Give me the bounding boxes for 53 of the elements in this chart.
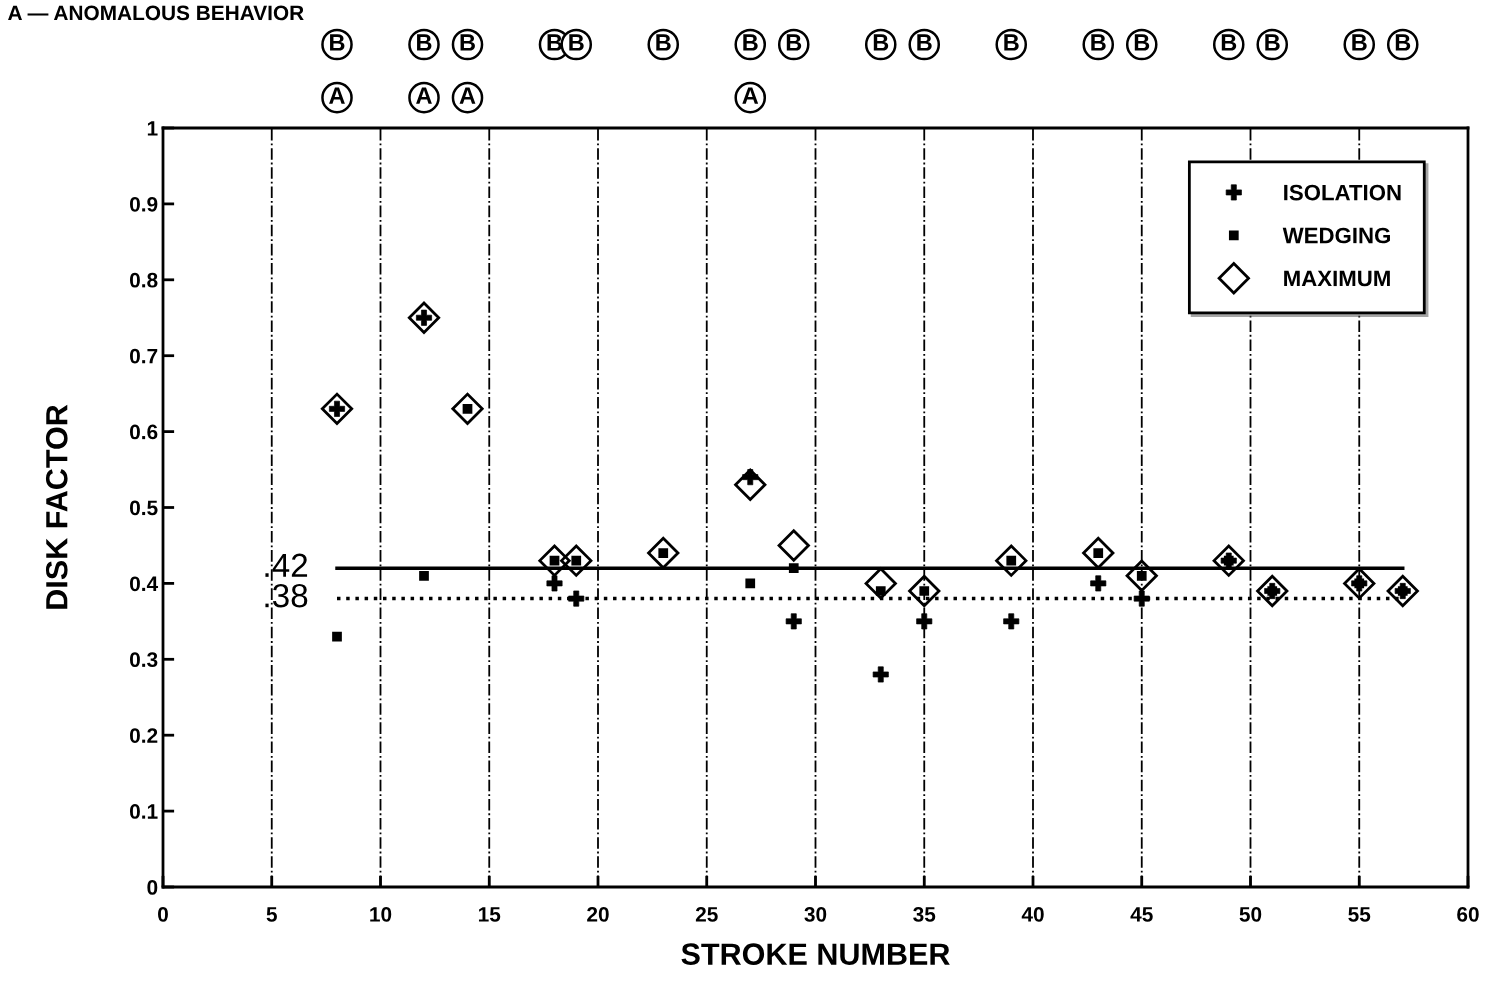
- text: B: [417, 34, 432, 51]
- text: B: [656, 34, 671, 51]
- text: B: [569, 34, 584, 51]
- text: B: [917, 34, 932, 51]
- text: B: [1221, 34, 1237, 51]
- y-tick-label: 1: [147, 121, 158, 136]
- y-tick-label: 0: [147, 880, 158, 895]
- text: B: [1091, 34, 1106, 51]
- text: B: [330, 34, 345, 51]
- x-tick-label: 40: [1021, 906, 1044, 922]
- text: B: [1265, 34, 1280, 51]
- y-tick-label: 0.9: [130, 196, 158, 212]
- text: B: [743, 34, 758, 51]
- legend-label: ISOLATION: [1284, 184, 1401, 201]
- text: B: [1352, 34, 1367, 51]
- legend-label: WEDGING: [1282, 227, 1390, 244]
- x-tick-label: 30: [804, 906, 827, 922]
- text: A: [742, 87, 759, 104]
- x-tick-label: 5: [266, 907, 277, 922]
- y-tick-label: 0.6: [130, 424, 158, 440]
- y-tick-label: 0.3: [130, 652, 158, 668]
- y-tick-label: 0.8: [130, 272, 158, 288]
- x-tick-label: 55: [1348, 907, 1371, 922]
- y-tick-label: 0.4: [130, 576, 159, 592]
- x-tick-label: 50: [1239, 906, 1262, 922]
- text: B: [547, 34, 562, 51]
- text: B: [1395, 34, 1411, 51]
- legend-label: MAXIMUM: [1284, 270, 1390, 287]
- text: A: [459, 87, 476, 104]
- text: B: [1004, 34, 1019, 51]
- text: B: [1134, 34, 1150, 51]
- x-tick-label: 20: [587, 906, 609, 922]
- x-axis-title: STROKE NUMBER: [681, 943, 950, 965]
- text: B: [873, 34, 889, 51]
- x-tick-label: 15: [478, 907, 501, 922]
- y-tick-label: 0.5: [130, 500, 158, 516]
- y-tick-label: 0.2: [130, 728, 158, 743]
- x-tick-label: 35: [913, 906, 936, 922]
- ref-line-label: .42: [265, 553, 308, 577]
- x-tick-label: 60: [1457, 906, 1479, 922]
- y-tick-label: 0.7: [130, 348, 158, 364]
- x-tick-label: 0: [158, 906, 168, 922]
- x-tick-label: 10: [370, 906, 392, 922]
- text: A: [416, 87, 432, 104]
- text: A: [329, 87, 345, 104]
- y-axis-title: DISK FACTOR: [45, 404, 68, 609]
- x-tick-label: 25: [695, 906, 718, 922]
- ref-line-label: .38: [265, 583, 308, 608]
- text: A — ANOMALOUS BEHAVIOR: [8, 5, 304, 21]
- y-tick-label: 0.1: [130, 804, 158, 819]
- x-tick-label: 45: [1130, 907, 1153, 922]
- text: B: [786, 34, 802, 51]
- text: B: [460, 34, 475, 51]
